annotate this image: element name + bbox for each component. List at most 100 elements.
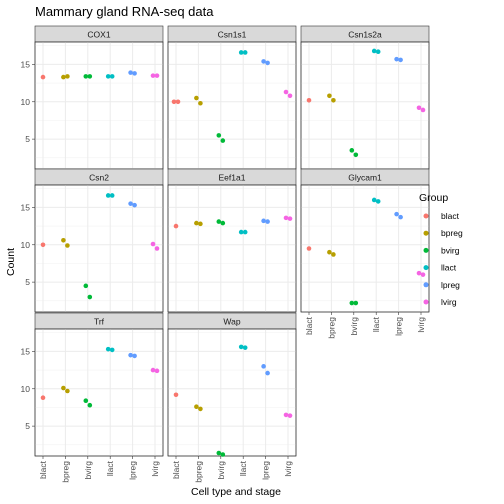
- y-tick-label: 10: [21, 97, 31, 107]
- x-tick-label: llact: [238, 460, 248, 476]
- data-point-blact: [40, 74, 46, 80]
- facet-strip-label: Csn2: [89, 173, 109, 183]
- y-tick-label: 10: [21, 384, 31, 394]
- data-point-bpreg: [65, 74, 70, 79]
- facet-panel-csn1s2a: Csn1s2a: [300, 25, 430, 170]
- data-point-bpreg: [331, 97, 336, 103]
- data-point-bpreg: [198, 406, 203, 412]
- x-tick-label: lvirg: [283, 461, 293, 477]
- data-point-bpreg: [198, 100, 203, 106]
- legend-key-blact: [423, 213, 429, 219]
- facet-strip-label: Csn1s1: [218, 30, 247, 40]
- x-tick-label: lpreg: [394, 317, 404, 336]
- data-point-llact: [371, 48, 377, 54]
- data-point-lvirg: [283, 412, 289, 418]
- data-point-llact: [109, 193, 115, 198]
- data-point-llact: [238, 344, 244, 350]
- legend-key-lvirg: [423, 299, 429, 305]
- data-point-bpreg: [194, 404, 199, 409]
- data-point-lvirg: [150, 367, 156, 373]
- legend-label-lvirg: lvirg: [441, 297, 457, 307]
- facet-panel-glycam1: Glycam1 blact bpreg bvirg llact lpreg lvirg: [300, 168, 430, 339]
- y-tick-label: 5: [25, 421, 30, 431]
- data-point-bvirg: [220, 138, 226, 143]
- facet-border: [34, 328, 164, 457]
- data-point-lvirg: [420, 107, 426, 113]
- y-tick-label: 15: [21, 59, 31, 69]
- y-tick-label: 5: [25, 277, 30, 287]
- data-point-bpreg: [327, 93, 332, 99]
- chart-title: Mammary gland RNA-seq data: [35, 4, 214, 19]
- x-tick-label: llact: [371, 316, 381, 332]
- facet-panel-eef1a1: Eef1a1: [167, 168, 297, 313]
- data-point-llact: [105, 346, 111, 352]
- data-point-lpreg: [132, 353, 137, 359]
- data-point-lvirg: [287, 216, 293, 221]
- data-point-llact: [105, 74, 111, 79]
- legend-title: Group: [419, 192, 448, 204]
- data-point-lpreg: [394, 56, 399, 62]
- legend-key-bpreg: [423, 230, 429, 236]
- data-point-bvirg: [87, 294, 93, 300]
- data-point-bpreg: [198, 221, 203, 227]
- facet-plot-area: [300, 184, 430, 313]
- legend-label-lpreg: lpreg: [441, 280, 460, 290]
- x-tick-label: lvirg: [150, 461, 160, 477]
- legend-label-bpreg: bpreg: [441, 228, 463, 238]
- data-point-llact: [109, 74, 115, 79]
- data-point-blact: [306, 97, 312, 103]
- data-point-lvirg: [416, 105, 422, 111]
- x-tick-label: bvirg: [216, 461, 226, 480]
- legend: Group blact bpreg bvirg llact lpreg lvirg: [419, 192, 463, 307]
- x-tick-label: blact: [171, 460, 181, 479]
- facet-border: [167, 328, 297, 457]
- data-point-lpreg: [261, 218, 266, 224]
- x-tick-label: blact: [38, 460, 48, 479]
- x-axis-title: Cell type and stage: [191, 486, 281, 498]
- data-point-llact: [109, 347, 115, 353]
- data-point-lpreg: [128, 201, 133, 206]
- data-point-llact: [375, 199, 381, 204]
- facet-panels: COX1 5 10 15 Csn1s1 Csn1s2a Csn2 5 10 15 Eef1a1 Gly…: [21, 25, 430, 483]
- data-point-lpreg: [398, 57, 403, 63]
- data-point-llact: [105, 193, 111, 198]
- data-point-lpreg: [394, 211, 399, 217]
- data-point-lvirg: [287, 93, 293, 99]
- facet-panel-wap: Wap blact bpreg bvirg llact lpreg lvirg: [167, 312, 297, 483]
- x-tick-label: bvirg: [83, 461, 93, 480]
- data-point-bpreg: [65, 243, 70, 248]
- y-tick-label: 15: [21, 346, 31, 356]
- data-point-bvirg: [349, 300, 355, 306]
- facet-panel-cox1: COX1 5 10 15: [21, 25, 164, 170]
- facet-plot-area: [34, 184, 164, 313]
- data-point-bpreg: [331, 252, 336, 257]
- data-point-lpreg: [398, 214, 403, 220]
- data-point-llact: [242, 229, 248, 235]
- data-point-lvirg: [154, 246, 160, 251]
- data-point-bvirg: [353, 152, 359, 158]
- data-point-bpreg: [61, 74, 66, 80]
- data-point-bpreg: [194, 95, 199, 101]
- facet-plot-area: [300, 41, 430, 170]
- data-point-lpreg: [265, 370, 270, 376]
- y-tick-label: 5: [25, 134, 30, 144]
- data-point-lpreg: [265, 60, 270, 66]
- data-point-bpreg: [65, 388, 70, 394]
- data-point-bvirg: [220, 452, 226, 457]
- data-point-bvirg: [349, 148, 355, 153]
- data-point-llact: [371, 197, 377, 203]
- data-point-blact: [40, 242, 46, 248]
- data-point-lpreg: [132, 202, 137, 208]
- data-point-bvirg: [87, 74, 93, 79]
- y-tick-label: 10: [21, 240, 31, 250]
- data-point-lpreg: [261, 59, 266, 64]
- x-tick-label: bpreg: [326, 317, 336, 339]
- facet-border: [34, 184, 164, 313]
- data-point-blact: [40, 395, 46, 401]
- data-point-lvirg: [154, 73, 160, 78]
- data-point-blact: [173, 392, 179, 398]
- data-point-llact: [238, 229, 244, 235]
- data-point-bvirg: [83, 74, 89, 79]
- legend-label-llact: llact: [441, 263, 457, 273]
